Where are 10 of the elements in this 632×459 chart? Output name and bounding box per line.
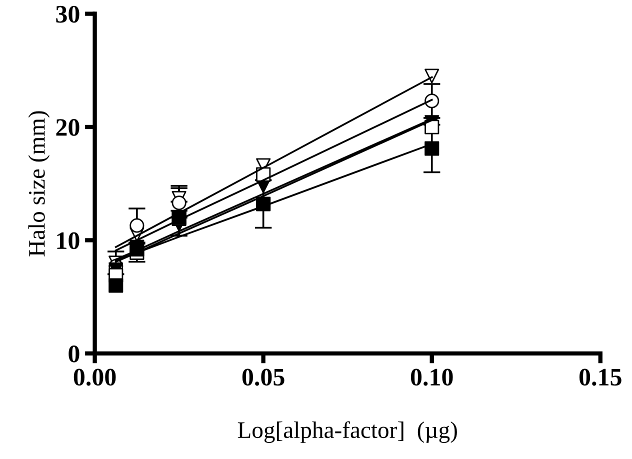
x-tick-label: 0.00 xyxy=(74,368,116,386)
x-tick-label: 0.15 xyxy=(579,368,622,386)
x-tick-label: 0.10 xyxy=(410,368,453,386)
y-axis-title: Halo size (mm) xyxy=(28,111,50,256)
x-tick-label: 0.05 xyxy=(242,368,284,386)
y-tick-label: 10 xyxy=(57,232,80,250)
y-tick-label: 0 xyxy=(68,345,80,362)
y-tick-label: 30 xyxy=(56,6,80,23)
x-axis-title: Log[alpha-factor] (µg) xyxy=(238,421,457,443)
y-tick-label: 20 xyxy=(56,119,80,136)
